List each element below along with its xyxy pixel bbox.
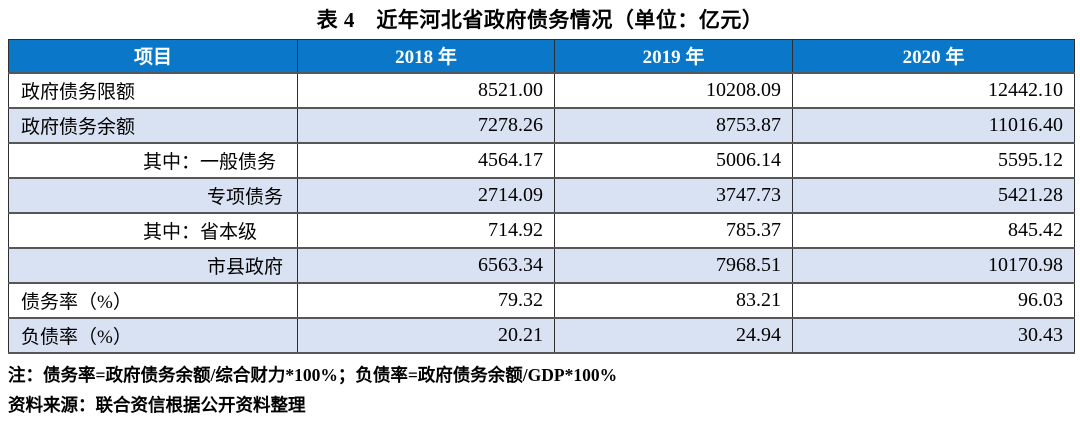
cell-value: 3747.73	[554, 176, 793, 214]
table-row: 政府债务余额 7278.26 8753.87 11016.40	[8, 106, 1075, 144]
cell-value: 24.94	[554, 316, 793, 354]
table-row: 债务率（%） 79.32 83.21 96.03	[8, 281, 1075, 319]
row-label: 其中：一般债务	[8, 141, 298, 179]
column-header-item: 项目	[8, 39, 298, 74]
table-footnotes: 注：债务率=政府债务余额/综合财力*100%；负债率=政府债务余额/GDP*10…	[8, 364, 1080, 416]
government-debt-table: 项目 2018 年 2019 年 2020 年 政府债务限额 8521.00 1…	[8, 39, 1075, 354]
column-header-2019: 2019 年	[554, 39, 793, 74]
column-header-2018: 2018 年	[297, 39, 555, 74]
note-source: 资料来源：联合资信根据公开资料整理	[8, 394, 306, 415]
cell-value: 10208.09	[554, 71, 793, 109]
table-row: 专项债务 2714.09 3747.73 5421.28	[8, 176, 1075, 214]
row-label: 政府债务余额	[8, 106, 298, 144]
header-row: 项目 2018 年 2019 年 2020 年	[8, 39, 1075, 74]
row-label: 债务率（%）	[8, 281, 298, 319]
cell-value: 83.21	[554, 281, 793, 319]
cell-value: 4564.17	[297, 141, 555, 179]
cell-value: 5006.14	[554, 141, 793, 179]
row-label: 政府债务限额	[8, 71, 298, 109]
table-title: 表 4 近年河北省政府债务情况（单位：亿元）	[316, 8, 764, 32]
cell-value: 8753.87	[554, 106, 793, 144]
cell-value: 7278.26	[297, 106, 555, 144]
cell-value: 8521.00	[297, 71, 555, 109]
row-label: 其中：省本级	[8, 211, 298, 249]
row-label: 负债率（%）	[8, 316, 298, 354]
table-row: 市县政府 6563.34 7968.51 10170.98	[8, 246, 1075, 284]
table-row: 其中：一般债务 4564.17 5006.14 5595.12	[8, 141, 1075, 179]
table-row: 其中：省本级 714.92 785.37 845.42	[8, 211, 1075, 249]
cell-value: 12442.10	[792, 71, 1075, 109]
cell-value: 20.21	[297, 316, 555, 354]
note-formula: 注：债务率=政府债务余额/综合财力*100%；负债率=政府债务余额/GDP*10…	[8, 364, 618, 385]
table-header: 项目 2018 年 2019 年 2020 年	[8, 39, 1075, 74]
cell-value: 79.32	[297, 281, 555, 319]
cell-value: 785.37	[554, 211, 793, 249]
cell-value: 7968.51	[554, 246, 793, 284]
cell-value: 845.42	[792, 211, 1075, 249]
table-row: 负债率（%） 20.21 24.94 30.43	[8, 316, 1075, 354]
table-row: 政府债务限额 8521.00 10208.09 12442.10	[8, 71, 1075, 109]
row-label: 市县政府	[8, 246, 298, 284]
cell-value: 5595.12	[792, 141, 1075, 179]
row-label: 专项债务	[8, 176, 298, 214]
cell-value: 10170.98	[792, 246, 1075, 284]
cell-value: 6563.34	[297, 246, 555, 284]
cell-value: 2714.09	[297, 176, 555, 214]
cell-value: 96.03	[792, 281, 1075, 319]
column-header-2020: 2020 年	[792, 39, 1075, 74]
cell-value: 30.43	[792, 316, 1075, 354]
cell-value: 714.92	[297, 211, 555, 249]
cell-value: 5421.28	[792, 176, 1075, 214]
cell-value: 11016.40	[792, 106, 1075, 144]
